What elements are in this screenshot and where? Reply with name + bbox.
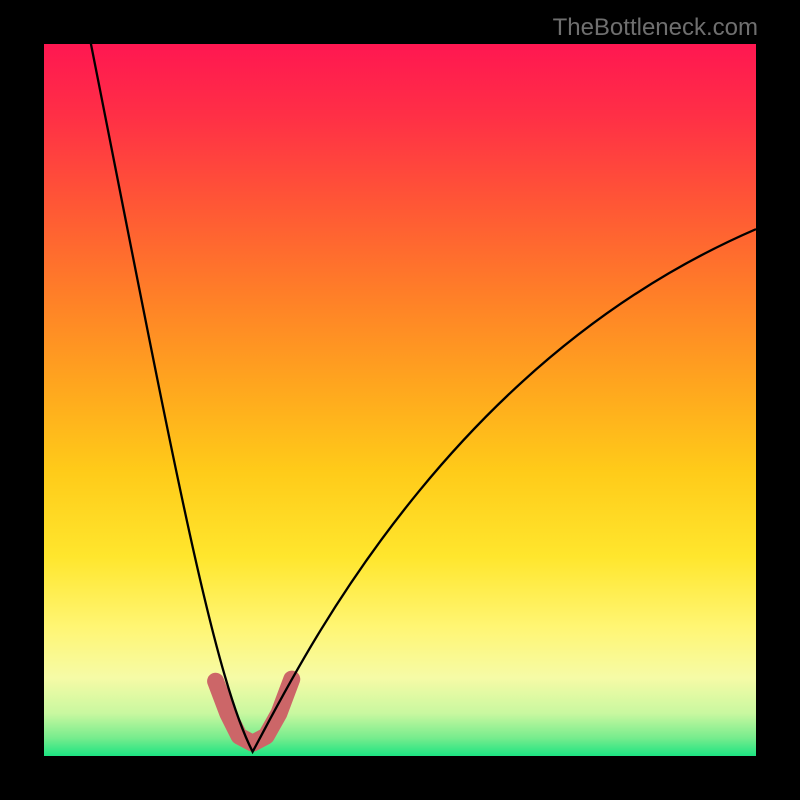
- chart-stage: TheBottleneck.com: [0, 0, 800, 800]
- bottleneck-curve-chart: [0, 0, 800, 800]
- watermark-text: TheBottleneck.com: [553, 14, 758, 42]
- plot-area: [44, 44, 756, 756]
